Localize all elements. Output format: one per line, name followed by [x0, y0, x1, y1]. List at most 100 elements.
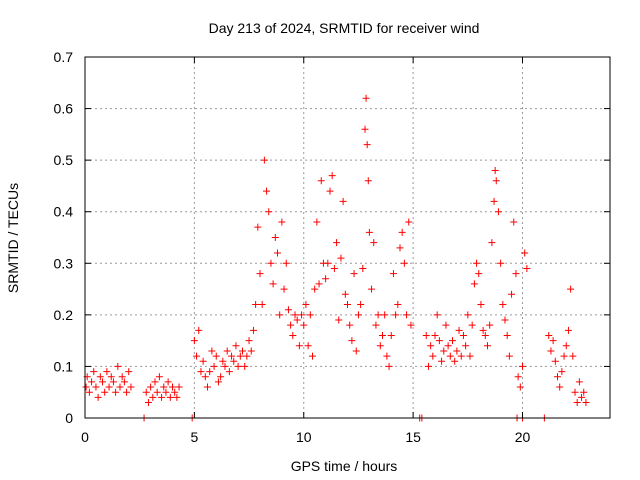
data-point	[549, 337, 557, 345]
data-point	[289, 331, 297, 339]
data-point	[510, 218, 518, 226]
chart-title: Day 213 of 2024, SRMTID for receiver win…	[209, 20, 480, 36]
data-point	[302, 301, 310, 309]
data-point	[315, 280, 323, 288]
data-point	[486, 321, 494, 329]
data-point	[330, 264, 338, 272]
data-point	[490, 197, 498, 205]
data-point	[516, 383, 524, 391]
data-point	[440, 347, 448, 355]
data-point	[221, 362, 229, 370]
data-point	[359, 264, 367, 272]
data-point	[103, 368, 111, 376]
data-point	[160, 383, 168, 391]
data-point	[551, 357, 559, 365]
data-point	[243, 352, 251, 360]
data-point	[521, 249, 529, 257]
data-point	[96, 373, 104, 381]
data-point	[357, 301, 365, 309]
data-point	[422, 331, 430, 339]
data-point	[427, 342, 435, 350]
data-point	[204, 383, 211, 391]
data-point	[169, 383, 176, 391]
data-point	[276, 311, 284, 319]
data-point	[144, 399, 152, 407]
x-tick-label: 20	[515, 429, 531, 445]
data-point	[254, 223, 262, 231]
data-point	[328, 172, 336, 180]
x-tick-label: 0	[81, 429, 89, 445]
data-point	[252, 301, 260, 309]
data-point	[394, 301, 402, 309]
data-point	[258, 301, 266, 309]
data-point	[311, 285, 319, 293]
data-point	[85, 388, 93, 396]
data-point	[293, 316, 301, 324]
grid	[85, 57, 610, 418]
data-point	[499, 301, 507, 309]
data-point	[352, 347, 360, 355]
data-point	[364, 177, 372, 185]
data-point	[232, 342, 240, 350]
data-point	[151, 378, 159, 386]
data-point	[256, 270, 264, 278]
data-point	[370, 239, 378, 247]
data-point	[424, 362, 432, 370]
data-point	[470, 280, 478, 288]
data-point	[459, 331, 467, 339]
data-point	[444, 342, 452, 350]
data-point	[114, 362, 122, 370]
data-point	[475, 270, 483, 278]
data-point	[280, 285, 288, 293]
data-point	[350, 270, 358, 278]
data-point	[573, 399, 581, 407]
data-point	[208, 347, 216, 355]
x-tick-label: 15	[405, 429, 421, 445]
y-tick-label: 0	[65, 410, 73, 426]
data-point	[383, 352, 391, 360]
x-axis-label: GPS time / hours	[291, 458, 398, 474]
data-point	[477, 301, 485, 309]
data-point	[339, 197, 347, 205]
data-point	[298, 311, 306, 319]
data-point	[241, 362, 249, 370]
data-point	[492, 177, 500, 185]
data-point	[400, 259, 408, 267]
data-point	[228, 352, 236, 360]
data-point	[99, 378, 106, 386]
x-tick-label: 10	[296, 429, 312, 445]
data-point	[405, 218, 413, 226]
y-axis-label: SRMTID / TECUs	[5, 183, 21, 293]
y-tick-label: 0.7	[54, 49, 74, 65]
data-point	[309, 352, 316, 360]
data-point	[501, 316, 509, 324]
data-point	[125, 368, 133, 376]
data-point	[206, 368, 214, 376]
data-point	[326, 187, 334, 195]
plot-frame	[84, 56, 611, 419]
data-point	[523, 264, 531, 272]
data-point	[201, 373, 209, 381]
data-point	[173, 393, 181, 401]
data-point	[554, 373, 561, 381]
data-point	[575, 378, 583, 386]
data-point	[260, 156, 268, 164]
data-point	[175, 383, 183, 391]
data-point	[362, 94, 370, 102]
y-tick-label: 0.2	[54, 307, 74, 323]
data-point	[166, 393, 174, 401]
data-point	[223, 347, 231, 355]
data-point	[274, 249, 281, 257]
data-point	[403, 311, 411, 319]
data-point	[337, 254, 345, 262]
data-point	[497, 259, 505, 267]
data-point	[162, 388, 170, 396]
data-point	[116, 383, 124, 391]
data-point	[120, 378, 128, 386]
data-point	[508, 290, 516, 298]
data-point	[389, 270, 397, 278]
data-point	[267, 259, 275, 267]
data-point	[230, 357, 238, 365]
data-point	[354, 311, 362, 319]
